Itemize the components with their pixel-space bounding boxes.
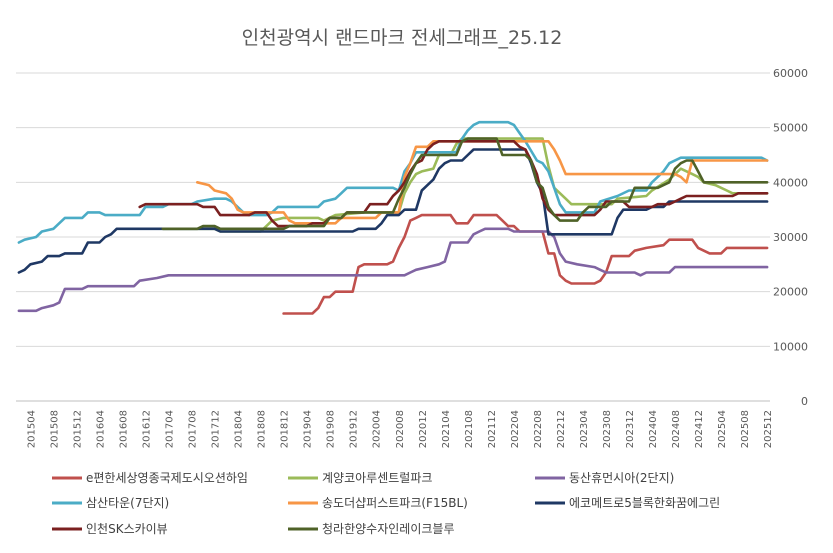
legend-label: 동산휴먼시아(2단지): [569, 471, 674, 485]
x-tick-label: 202104: [441, 410, 452, 448]
series-lines: [17, 120, 769, 315]
x-tick-label: 201504: [26, 410, 37, 448]
legend-label: 송도더샵퍼스트파크(F15BL): [322, 496, 468, 510]
y-tick-label: 0: [801, 395, 808, 408]
x-tick-label: 202408: [671, 410, 682, 448]
series-line-0: [282, 213, 769, 315]
series-line-2: [17, 227, 769, 313]
series-line-1: [161, 137, 769, 233]
y-tick-label: 10000: [773, 340, 808, 353]
x-tick-label: 201904: [303, 410, 314, 448]
x-tick-label: 201608: [118, 410, 129, 448]
x-tick-label: 202112: [487, 410, 498, 448]
y-tick-label: 30000: [773, 231, 808, 244]
y-tick-label: 40000: [773, 176, 808, 189]
x-tick-label: 201812: [280, 410, 291, 448]
x-tick-label: 201712: [211, 410, 222, 448]
x-tick-label: 202008: [395, 410, 406, 448]
x-tick-label: 201704: [165, 410, 176, 448]
gridlines: [16, 72, 770, 402]
x-tick-label: 202512: [763, 410, 774, 448]
x-tick-label: 202208: [533, 410, 544, 448]
x-tick-label: 202508: [740, 410, 751, 448]
series-line-3: [17, 120, 769, 244]
x-tick-label: 202012: [418, 410, 429, 448]
x-tick-label: 201808: [257, 410, 268, 448]
chart-title: 인천광역시 랜드마크 전세그래프_25.12: [242, 27, 563, 49]
x-tick-label: 201908: [326, 410, 337, 448]
legend-label: 인천SK스카이뷰: [86, 521, 168, 536]
x-tick-label: 202004: [372, 410, 383, 448]
x-tick-label: 201508: [49, 410, 60, 448]
legend-label: 에코메트로5블록한화꿈에그린: [569, 496, 720, 510]
x-tick-label: 201912: [349, 410, 360, 448]
series-line-4: [196, 140, 769, 225]
x-tick-label: 202304: [579, 410, 590, 448]
x-tick-label: 202412: [694, 410, 705, 448]
x-tick-label: 202212: [556, 410, 567, 448]
x-tick-label: 201708: [188, 410, 199, 448]
x-tick-label: 202312: [625, 410, 636, 448]
series-line-5: [17, 148, 769, 274]
legend: e편한세상영종국제도시오션하임 계양코아루센트럴파크 동산휴먼시아(2단지) 삼산타운…: [52, 471, 720, 536]
y-tick-label: 20000: [773, 286, 808, 299]
x-tick-label: 201804: [234, 410, 245, 448]
y-tick-label: 60000: [773, 67, 808, 80]
x-tick-label: 201612: [142, 410, 153, 448]
x-tick-label: 202204: [510, 410, 521, 448]
x-tick-label: 202108: [464, 410, 475, 448]
y-tick-label: 50000: [773, 122, 808, 135]
legend-label: 청라한양수자인레이크블루: [322, 522, 454, 536]
x-tick-label: 201604: [95, 410, 106, 448]
x-tick-label: 202404: [648, 410, 659, 448]
legend-label: e편한세상영종국제도시오션하임: [86, 471, 248, 485]
series-line-6: [138, 140, 769, 228]
x-tick-label: 202504: [717, 410, 728, 448]
series-line-7: [161, 137, 769, 231]
x-axis-ticks: 201504 201508 201512 201604 201608 201612 2017…: [26, 410, 774, 448]
legend-label: 계양코아루센트럴파크: [322, 471, 432, 485]
y-axis-ticks: 0 10000 20000 30000 40000 50000 60000: [773, 67, 808, 408]
x-tick-label: 201512: [72, 410, 83, 448]
legend-label: 삼산타운(7단지): [86, 496, 169, 510]
x-tick-label: 202308: [602, 410, 613, 448]
